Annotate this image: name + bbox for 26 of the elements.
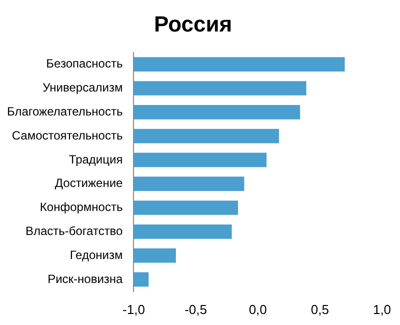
bar bbox=[134, 176, 244, 192]
x-tick-label: 0,5 bbox=[310, 302, 329, 317]
bar bbox=[134, 272, 149, 287]
chart-title: Россия bbox=[154, 11, 232, 36]
bar bbox=[134, 104, 300, 120]
y-tick-label: Власть-богатство bbox=[25, 224, 124, 238]
bar bbox=[134, 128, 279, 144]
y-tick-label: Конформность bbox=[40, 200, 123, 214]
bar bbox=[134, 248, 176, 263]
x-tick-label: 0,0 bbox=[248, 302, 267, 317]
y-tick-label: Риск-новизна bbox=[48, 272, 124, 286]
y-tick-label: Гедонизм bbox=[70, 248, 123, 262]
y-tick-label: Достижение bbox=[54, 176, 124, 190]
x-tick-label: -0,5 bbox=[184, 302, 207, 317]
y-tick-label: Традиция bbox=[68, 152, 123, 166]
y-tick-label: Самостоятельность bbox=[12, 128, 123, 142]
x-tick-label: -1,0 bbox=[122, 302, 145, 317]
x-tick-label: 1,0 bbox=[372, 302, 392, 317]
y-tick-label: Благожелательность bbox=[6, 104, 123, 118]
y-tick-label: Универсализм bbox=[42, 80, 123, 95]
y-tick-label: Безопасность bbox=[46, 56, 123, 71]
bar bbox=[134, 224, 232, 239]
bar bbox=[134, 152, 267, 168]
bar bbox=[134, 57, 345, 72]
bar bbox=[134, 81, 306, 96]
bar bbox=[134, 200, 238, 215]
